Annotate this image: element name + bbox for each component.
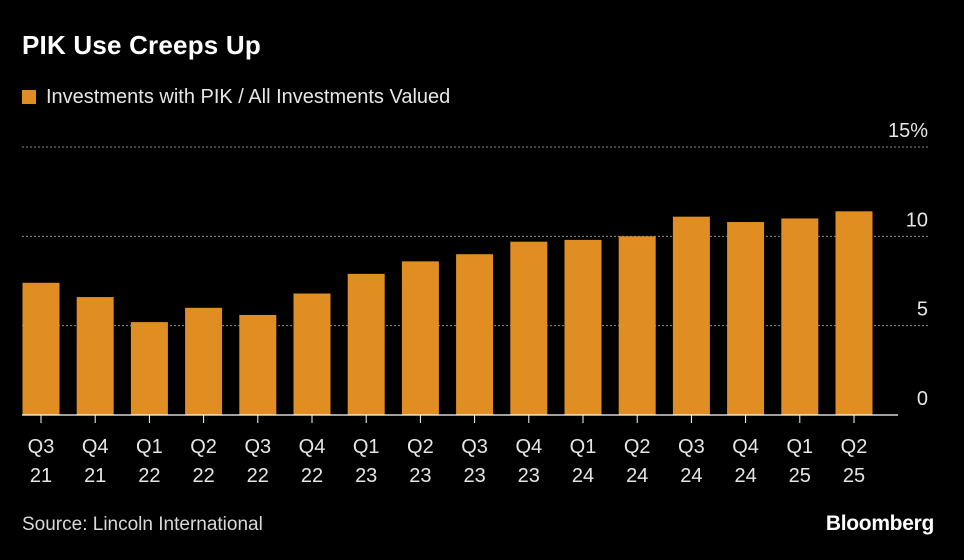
x-tick-label-quarter: Q4: [515, 436, 542, 458]
x-tick-label-quarter: Q3: [28, 436, 55, 458]
bar: [727, 222, 765, 415]
bar: [130, 322, 168, 415]
x-tick-label-quarter: Q1: [353, 436, 380, 458]
bar: [185, 307, 223, 415]
x-tick-label-quarter: Q1: [136, 436, 163, 458]
x-tick-label-year: 23: [463, 465, 485, 487]
bar: [293, 293, 331, 415]
x-tick-label-quarter: Q3: [678, 436, 705, 458]
x-tick-label-quarter: Q4: [299, 436, 326, 458]
bloomberg-logo: Bloomberg: [825, 512, 934, 535]
x-tick-label-year: 21: [84, 465, 106, 487]
x-tick-label-quarter: Q2: [190, 436, 217, 458]
x-tick-label-quarter: Q2: [407, 436, 434, 458]
x-tick-label-year: 23: [409, 465, 431, 487]
x-tick-label-quarter: Q2: [624, 436, 651, 458]
x-tick-label-quarter: Q3: [461, 436, 488, 458]
bar: [510, 241, 548, 415]
bar: [564, 239, 602, 415]
x-tick-label-quarter: Q1: [786, 436, 813, 458]
x-tick-label-year: 25: [789, 465, 811, 487]
x-tick-label-year: 21: [30, 465, 52, 487]
x-tick-label-year: 23: [518, 465, 540, 487]
bar: [347, 273, 385, 415]
x-tick-label-year: 24: [680, 465, 702, 487]
chart-title: PIK Use Creeps Up: [22, 30, 261, 60]
x-tick-label-year: 22: [138, 465, 160, 487]
y-tick-label: 0: [917, 388, 928, 410]
bar: [672, 216, 710, 415]
bar: [618, 236, 656, 415]
x-tick-label-year: 22: [301, 465, 323, 487]
bar: [781, 218, 819, 415]
bar: [239, 314, 277, 415]
x-tick-label-year: 22: [247, 465, 269, 487]
source-note: Source: Lincoln International: [22, 514, 263, 535]
bar: [456, 254, 494, 415]
x-tick-label-year: 23: [355, 465, 377, 487]
legend-swatch: [22, 90, 36, 104]
x-tick-label-year: 24: [734, 465, 756, 487]
y-tick-label: 5: [917, 299, 928, 321]
bar: [835, 211, 873, 415]
y-tick-label: 15%: [888, 120, 928, 142]
x-tick-label-year: 25: [843, 465, 865, 487]
x-tick-label-quarter: Q1: [570, 436, 597, 458]
bar: [76, 297, 114, 415]
x-tick-label-quarter: Q2: [841, 436, 868, 458]
bar: [22, 282, 60, 415]
x-tick-label-quarter: Q4: [82, 436, 109, 458]
x-tick-label-quarter: Q3: [244, 436, 271, 458]
legend-label: Investments with PIK / All Investments V…: [46, 85, 451, 108]
legend: Investments with PIK / All Investments V…: [22, 85, 450, 109]
bar: [401, 261, 439, 415]
x-tick-label-quarter: Q4: [732, 436, 759, 458]
x-tick-label-year: 24: [572, 465, 594, 487]
x-tick-label-year: 22: [192, 465, 214, 487]
y-tick-label: 10: [906, 209, 928, 231]
x-tick-label-year: 24: [626, 465, 648, 487]
